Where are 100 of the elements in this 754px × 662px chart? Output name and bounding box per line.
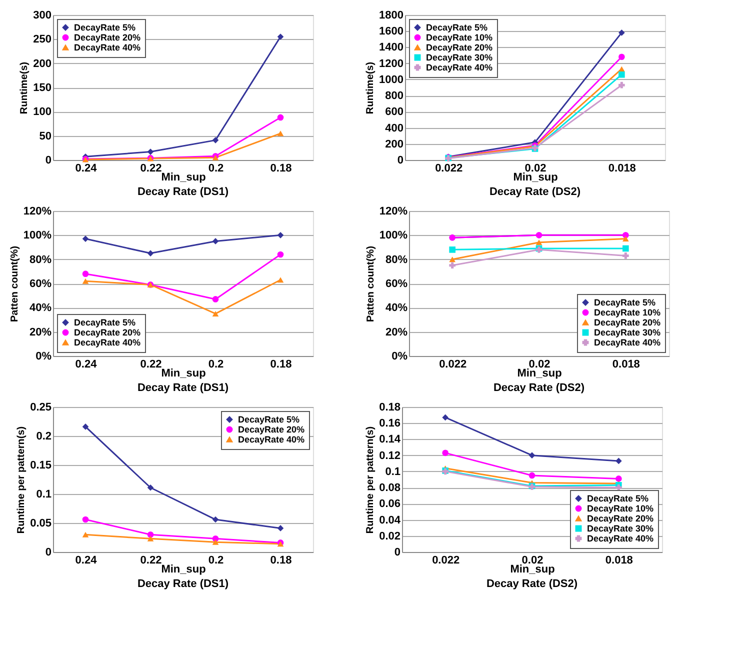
point: [82, 270, 89, 277]
legend-label: DecayRate 40%: [426, 62, 493, 72]
point: [147, 484, 154, 491]
legend-label: DecayRate 10%: [587, 504, 654, 514]
legend-label: DecayRate 20%: [426, 42, 493, 52]
legend-label: DecayRate 20%: [74, 328, 141, 338]
y-axis-title: Runtime(s): [365, 62, 376, 114]
text: Decay Rate (DS1): [137, 186, 229, 198]
x-tick-label: 0.18: [270, 554, 292, 566]
y-tick-label: 50: [39, 130, 52, 142]
text: Decay Rate (DS2): [486, 578, 578, 590]
text: Decay Rate (DS2): [489, 186, 581, 198]
point: [82, 278, 89, 284]
y-tick-label: 40%: [385, 302, 408, 314]
point: [616, 484, 622, 491]
y-tick-label: 0.06: [379, 498, 400, 510]
legend-label: DecayRate 20%: [587, 514, 654, 524]
x-tick-label: 0.022: [432, 554, 460, 566]
point: [277, 525, 284, 532]
legend-label: DecayRate 40%: [238, 434, 305, 444]
y-tick-label: 100%: [379, 230, 408, 242]
y-tick-label: 0%: [36, 350, 52, 362]
y-tick-label: 0: [45, 546, 52, 558]
point: [528, 452, 536, 458]
point: [277, 277, 284, 283]
y-tick-label: 1000: [379, 74, 404, 86]
x-tick-label: 0.022: [439, 358, 467, 370]
y-tick-label: 1400: [379, 42, 404, 54]
x-tick-label: 0.018: [605, 554, 633, 566]
point: [622, 245, 629, 252]
y-tick-label: 0.15: [30, 460, 52, 472]
x-tick-label: 0.02: [524, 162, 546, 174]
legend-label: DecayRate 10%: [594, 308, 661, 318]
y-tick-label: 0.25: [30, 402, 52, 414]
point: [536, 240, 542, 246]
x-axis-title: Min_sup: [517, 368, 562, 380]
x-tick-label: 0.22: [140, 554, 162, 566]
legend-label: DecayRate 5%: [238, 414, 300, 424]
x-tick-label: 0.22: [140, 358, 162, 370]
point: [277, 251, 284, 258]
point: [442, 414, 448, 421]
point: [82, 424, 89, 430]
x-tick-label: 0.2: [208, 162, 224, 174]
legend-label: DecayRate 30%: [587, 524, 654, 534]
x-tick-label: 0.018: [612, 358, 640, 370]
y-axis-title: Patten count(%): [365, 246, 376, 322]
y-tick-label: 0: [397, 154, 404, 166]
y-tick-label: 1200: [379, 58, 404, 70]
point: [147, 531, 154, 538]
point: [528, 472, 536, 479]
y-tick-label: 0.14: [379, 434, 402, 446]
point: [618, 30, 625, 36]
legend-label: DecayRate 5%: [587, 494, 649, 504]
y-tick-label: 60%: [385, 278, 408, 290]
legend-label: DecayRate 30%: [426, 52, 493, 62]
legend-label: DecayRate 30%: [594, 328, 661, 338]
x-axis-title: Min_sup: [510, 564, 556, 576]
y-tick-label: 600: [385, 106, 404, 118]
y-tick-label: 80%: [385, 254, 408, 266]
x-tick-label: 0.24: [75, 162, 98, 174]
y-tick-label: 0%: [392, 350, 408, 362]
point: [212, 516, 219, 523]
point: [277, 232, 284, 238]
point: [622, 236, 629, 242]
y-axis-title: Runtime(s): [19, 62, 30, 114]
legend-label: DecayRate 20%: [74, 32, 141, 42]
x-tick-label: 0.2: [208, 554, 224, 566]
point: [616, 476, 622, 482]
x-tick-label: 0.02: [528, 358, 550, 370]
y-tick-label: 0.12: [379, 450, 400, 462]
point: [82, 236, 89, 242]
point: [449, 246, 456, 253]
y-tick-label: 80%: [29, 254, 52, 266]
point: [147, 250, 154, 256]
legend-label: DecayRate 5%: [74, 318, 136, 328]
x-tick-label: 0.022: [435, 162, 463, 174]
y-tick-label: 0.05: [30, 518, 52, 530]
point: [449, 262, 456, 269]
point: [212, 539, 219, 545]
point: [82, 532, 89, 538]
y-tick-label: 250: [33, 34, 52, 46]
y-tick-label: 0.2: [36, 430, 52, 442]
y-tick-label: 200: [33, 58, 52, 70]
point: [442, 450, 448, 456]
legend-label: DecayRate 5%: [594, 298, 656, 308]
legend-label: DecayRate 10%: [426, 32, 493, 42]
y-tick-label: 120%: [23, 206, 52, 218]
x-tick-label: 0.24: [75, 554, 98, 566]
y-tick-label: 120%: [379, 206, 408, 218]
x-axis-title: Min_sup: [161, 564, 206, 576]
x-tick-label: 0.18: [270, 358, 292, 370]
point: [618, 71, 625, 78]
y-tick-label: 150: [33, 82, 52, 94]
point: [449, 256, 456, 262]
x-axis-title: Min_sup: [161, 172, 206, 184]
point: [212, 296, 219, 302]
y-tick-label: 40%: [29, 302, 52, 314]
point: [82, 516, 89, 523]
y-tick-label: 0.08: [379, 482, 400, 494]
point: [212, 137, 219, 144]
